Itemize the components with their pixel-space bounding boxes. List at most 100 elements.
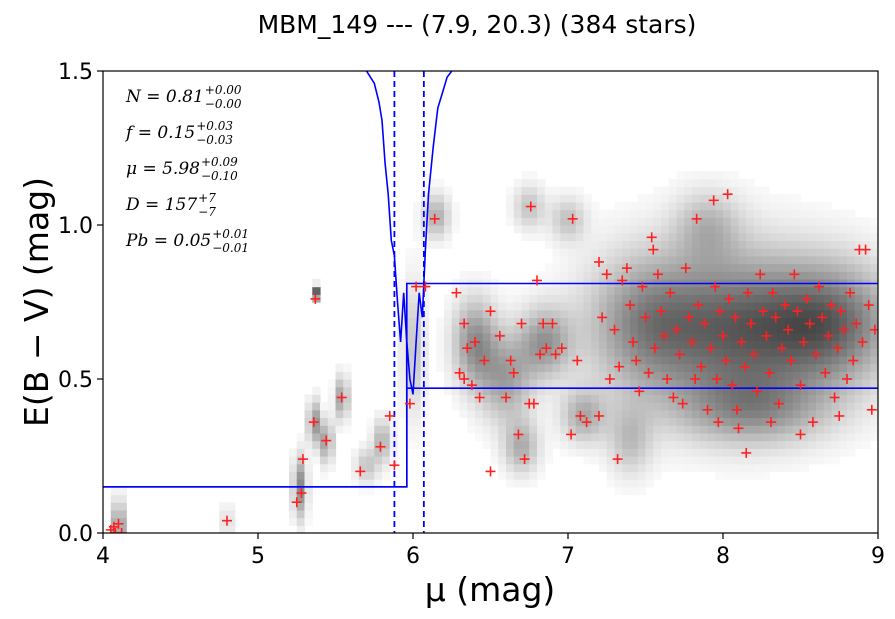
density-cell bbox=[599, 417, 608, 426]
density-cell bbox=[560, 432, 569, 442]
density-cell bbox=[405, 286, 414, 295]
density-cell bbox=[599, 440, 608, 449]
star-marker bbox=[770, 312, 781, 323]
density-cell bbox=[684, 325, 693, 334]
density-cell bbox=[684, 286, 693, 295]
density-cell bbox=[544, 379, 554, 388]
density-cell bbox=[521, 448, 530, 457]
density-cell bbox=[777, 302, 786, 311]
density-cell bbox=[870, 263, 878, 272]
star-marker bbox=[547, 318, 558, 329]
density-cell bbox=[591, 317, 600, 326]
star-marker bbox=[838, 324, 849, 335]
density-cell bbox=[800, 355, 809, 365]
density-cell bbox=[854, 371, 864, 380]
density-cell bbox=[304, 509, 313, 519]
density-cell bbox=[521, 209, 530, 218]
density-cell bbox=[420, 225, 430, 234]
density-cell bbox=[436, 225, 445, 234]
density-cell bbox=[862, 432, 871, 442]
density-cell bbox=[374, 456, 383, 465]
density-cell bbox=[792, 225, 802, 234]
density-cell bbox=[699, 371, 709, 380]
star-marker bbox=[597, 312, 608, 323]
density-cell bbox=[537, 294, 546, 303]
density-cell bbox=[831, 302, 840, 311]
density-cell bbox=[568, 402, 577, 411]
density-cell bbox=[676, 379, 685, 388]
density-cell bbox=[498, 463, 507, 472]
density-cell bbox=[591, 263, 600, 272]
density-cell bbox=[692, 171, 701, 180]
density-cell bbox=[707, 294, 716, 303]
density-cell bbox=[723, 209, 732, 218]
density-cell bbox=[645, 409, 654, 419]
density-cell bbox=[475, 432, 484, 442]
density-cell bbox=[366, 448, 375, 457]
density-cell bbox=[544, 417, 554, 426]
density-cell bbox=[637, 232, 647, 241]
density-cell bbox=[661, 255, 670, 265]
density-cell bbox=[761, 379, 771, 388]
density-cell bbox=[599, 448, 608, 457]
density-cell bbox=[544, 209, 554, 218]
density-cell bbox=[723, 456, 732, 465]
density-cell bbox=[622, 332, 631, 342]
likelihood-curve bbox=[365, 71, 453, 395]
density-cell bbox=[583, 225, 592, 234]
density-cell bbox=[459, 348, 468, 357]
density-cell bbox=[630, 325, 639, 334]
density-cell bbox=[730, 209, 740, 218]
density-cell bbox=[676, 217, 685, 226]
density-cell bbox=[808, 394, 817, 403]
density-cell bbox=[692, 348, 701, 357]
density-cell bbox=[785, 371, 794, 380]
density-cell bbox=[374, 432, 383, 442]
density-cell bbox=[707, 448, 716, 457]
density-cell bbox=[684, 425, 693, 434]
density-cell bbox=[839, 263, 848, 272]
density-cell bbox=[482, 386, 492, 395]
density-cell bbox=[816, 386, 825, 395]
density-cell bbox=[320, 409, 329, 419]
density-cell bbox=[831, 232, 840, 241]
density-cell bbox=[707, 217, 716, 226]
density-cell bbox=[575, 232, 585, 241]
density-cell bbox=[544, 440, 554, 449]
density-cell bbox=[645, 201, 654, 211]
density-cell bbox=[451, 386, 461, 395]
density-cell bbox=[529, 363, 538, 372]
density-cell bbox=[645, 371, 654, 380]
density-cell bbox=[630, 348, 639, 357]
density-cell bbox=[506, 294, 515, 303]
density-cell bbox=[746, 232, 755, 241]
density-cell bbox=[692, 340, 701, 349]
density-cell bbox=[823, 386, 833, 395]
density-cell bbox=[606, 348, 616, 357]
density-cell bbox=[459, 309, 468, 318]
density-cell bbox=[420, 201, 430, 211]
density-cell bbox=[490, 286, 499, 295]
density-cell bbox=[854, 309, 864, 318]
density-cell bbox=[428, 186, 437, 195]
density-cell bbox=[761, 386, 771, 395]
density-cell bbox=[444, 201, 453, 211]
density-cell bbox=[575, 209, 585, 218]
density-cell bbox=[529, 325, 538, 334]
density-cell bbox=[746, 309, 755, 318]
density-cell bbox=[831, 217, 840, 226]
density-cell bbox=[451, 340, 461, 349]
density-cell bbox=[304, 517, 313, 526]
density-cell bbox=[513, 225, 523, 234]
density-cell bbox=[730, 363, 740, 372]
density-cell bbox=[870, 432, 878, 442]
density-cell bbox=[630, 486, 639, 496]
density-cell bbox=[816, 286, 825, 295]
density-cell bbox=[498, 294, 507, 303]
density-cell bbox=[715, 363, 724, 372]
density-cell bbox=[304, 502, 313, 511]
annotation-D-sub: −7 bbox=[198, 205, 216, 219]
density-cell bbox=[444, 317, 453, 326]
density-cell bbox=[823, 394, 833, 403]
